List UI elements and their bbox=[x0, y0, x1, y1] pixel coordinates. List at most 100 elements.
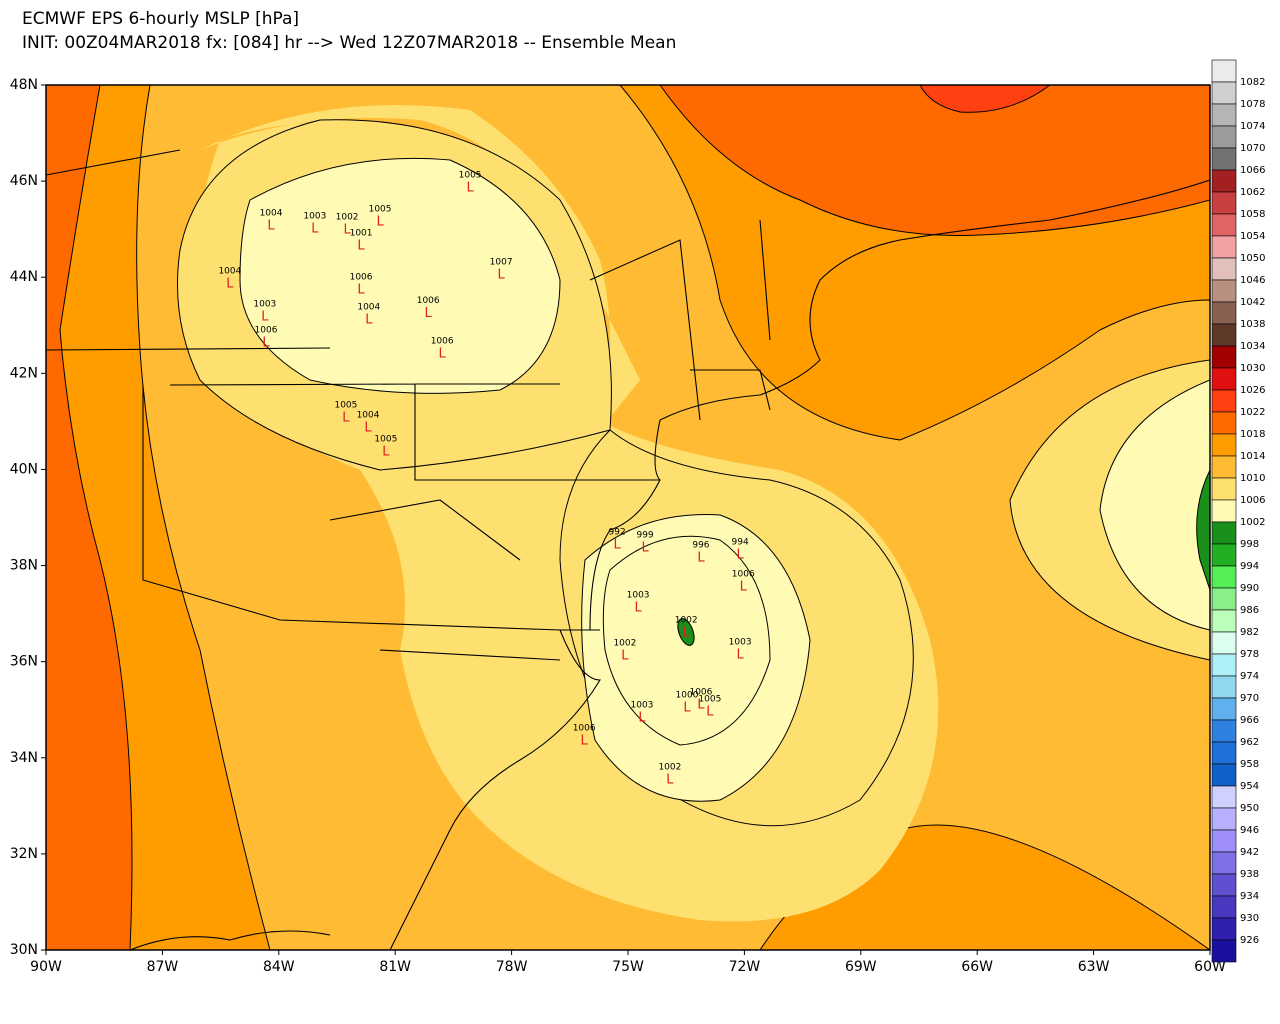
lon-label: 81W bbox=[379, 959, 411, 975]
lat-label: 42N bbox=[10, 365, 38, 381]
lat-label: 30N bbox=[10, 942, 38, 958]
low-pressure: 1002 bbox=[336, 213, 359, 223]
colorbar-label: 990 bbox=[1240, 583, 1259, 594]
lon-label: 78W bbox=[496, 959, 528, 975]
lat-label: 32N bbox=[10, 846, 38, 862]
colorbar-label: 982 bbox=[1240, 627, 1259, 638]
low-symbol: L bbox=[342, 411, 350, 426]
colorbar-label: 978 bbox=[1240, 649, 1259, 660]
band-1002-lakes bbox=[239, 157, 561, 394]
low-pressure: 1002 bbox=[613, 638, 636, 648]
colorbar-box bbox=[1211, 257, 1237, 281]
low-pressure: 992 bbox=[609, 527, 626, 537]
colorbar-label: 946 bbox=[1240, 825, 1259, 836]
low-pressure: 1003 bbox=[303, 212, 326, 222]
colorbar-box bbox=[1211, 411, 1237, 435]
colorbar-box bbox=[1211, 587, 1237, 611]
colorbar-box bbox=[1211, 81, 1237, 105]
lat-label: 38N bbox=[10, 558, 38, 574]
low-symbol: L bbox=[311, 222, 319, 237]
low-pressure: 1004 bbox=[357, 411, 380, 421]
colorbar-box bbox=[1211, 653, 1237, 677]
colorbar-box bbox=[1211, 895, 1237, 919]
low-symbol: L bbox=[683, 700, 691, 715]
colorbar-label: 1006 bbox=[1240, 495, 1265, 506]
lon-label: 84W bbox=[263, 959, 295, 975]
low-symbol: L bbox=[621, 648, 629, 663]
colorbar-label: 1074 bbox=[1240, 121, 1265, 132]
low-pressure: 1003 bbox=[729, 637, 752, 647]
colorbar-label: 954 bbox=[1240, 781, 1259, 792]
low-pressure: 1005 bbox=[369, 204, 392, 214]
low-pressure: 1005 bbox=[334, 401, 357, 411]
colorbar-label: 974 bbox=[1240, 671, 1259, 682]
colorbar-label: 958 bbox=[1240, 759, 1259, 770]
band-east-1002 bbox=[1099, 379, 1210, 631]
colorbar-label: 1018 bbox=[1240, 429, 1265, 440]
colorbar-label: 926 bbox=[1240, 935, 1259, 946]
low-symbol: L bbox=[737, 647, 745, 662]
colorbar-label: 1062 bbox=[1240, 187, 1265, 198]
colorbar-label: 1070 bbox=[1240, 143, 1265, 154]
colorbar-label: 938 bbox=[1240, 869, 1259, 880]
colorbar-label: 950 bbox=[1240, 803, 1259, 814]
low-symbol: L bbox=[683, 625, 691, 640]
low-symbol: L bbox=[614, 537, 622, 552]
colorbar-box bbox=[1211, 741, 1237, 765]
band-1018-northeast bbox=[659, 85, 1210, 237]
low-pressure: 1004 bbox=[218, 266, 241, 276]
colorbar-box bbox=[1211, 719, 1237, 743]
colorbar-box bbox=[1211, 829, 1237, 853]
colorbar-box bbox=[1211, 521, 1237, 545]
low-pressure: 1005 bbox=[374, 435, 397, 445]
lon-label: 72W bbox=[729, 959, 761, 975]
colorbar-label: 998 bbox=[1240, 539, 1259, 550]
colorbar-box bbox=[1211, 345, 1237, 369]
low-symbol: L bbox=[376, 214, 384, 229]
colorbar-label: 1022 bbox=[1240, 407, 1265, 418]
colorbar-label: 1082 bbox=[1240, 77, 1265, 88]
low-symbol: L bbox=[364, 421, 372, 436]
colorbar-box bbox=[1211, 301, 1237, 325]
low-pressure: 1006 bbox=[417, 296, 440, 306]
low-symbol: L bbox=[357, 283, 365, 298]
band-1018-west bbox=[46, 85, 133, 950]
band-1022 bbox=[919, 85, 1051, 113]
colorbar-label: 930 bbox=[1240, 913, 1259, 924]
low-symbol: L bbox=[357, 238, 365, 253]
colorbar-box bbox=[1211, 873, 1237, 897]
low-pressure: 1006 bbox=[689, 687, 712, 697]
low-symbol: L bbox=[634, 600, 642, 615]
low-symbol: L bbox=[638, 710, 646, 725]
low-pressure: 1002 bbox=[675, 615, 698, 625]
colorbar-box bbox=[1211, 675, 1237, 699]
colorbar-label: 966 bbox=[1240, 715, 1259, 726]
low-pressure: 1004 bbox=[260, 208, 283, 218]
colorbar-label: 1034 bbox=[1240, 341, 1265, 352]
colorbar-label: 986 bbox=[1240, 605, 1259, 616]
low-symbol: L bbox=[425, 306, 433, 321]
colorbar-label: 1010 bbox=[1240, 473, 1265, 484]
colorbar-label: 1078 bbox=[1240, 99, 1265, 110]
low-symbol: L bbox=[262, 336, 270, 351]
colorbar-label: 1050 bbox=[1240, 253, 1265, 264]
colorbar-label: 1042 bbox=[1240, 297, 1265, 308]
lon-label: 60W bbox=[1194, 959, 1226, 975]
low-pressure: 1005 bbox=[698, 695, 721, 705]
lat-label: 36N bbox=[10, 654, 38, 670]
colorbar-box bbox=[1211, 147, 1237, 171]
colorbar-box bbox=[1211, 235, 1237, 259]
low-pressure: 1001 bbox=[350, 228, 373, 238]
low-pressure: 1006 bbox=[255, 326, 278, 336]
colorbar-box bbox=[1211, 543, 1237, 567]
contour-998 bbox=[602, 535, 771, 746]
low-pressure: 1006 bbox=[573, 723, 596, 733]
colorbar-box bbox=[1211, 323, 1237, 347]
colorbar-label: 1026 bbox=[1240, 385, 1265, 396]
colorbar-label: 942 bbox=[1240, 847, 1259, 858]
colorbar-box bbox=[1211, 565, 1237, 589]
lon-label: 66W bbox=[961, 959, 993, 975]
colorbar-box bbox=[1211, 763, 1237, 787]
